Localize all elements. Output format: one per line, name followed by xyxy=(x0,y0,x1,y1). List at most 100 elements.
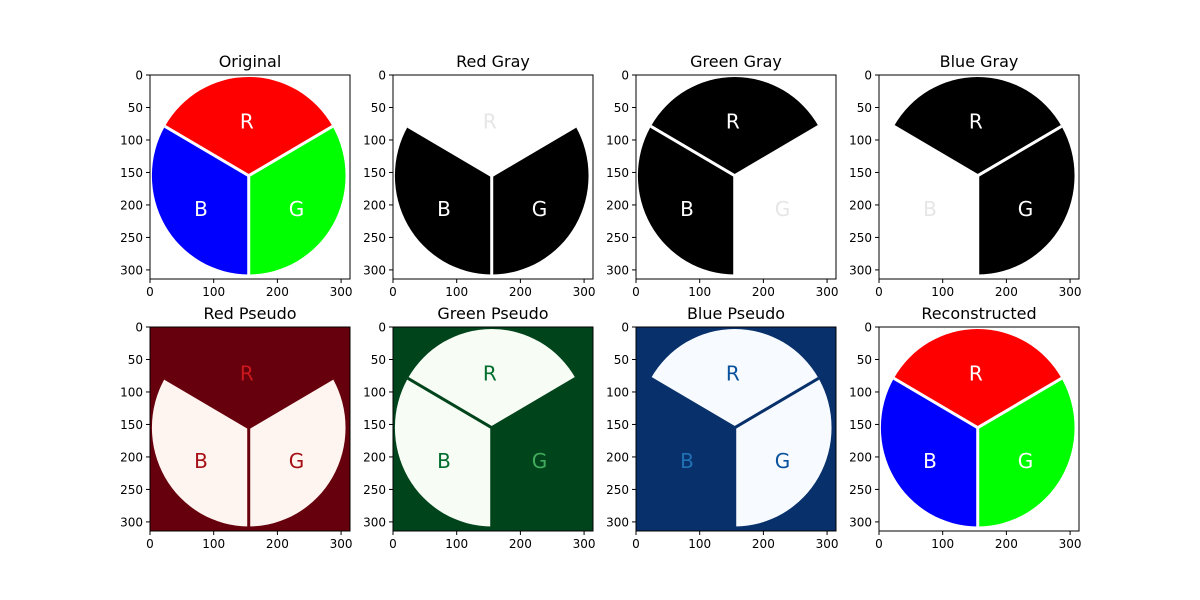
sector-green xyxy=(491,378,589,527)
sector-divider xyxy=(733,125,820,177)
letter-label-r: R xyxy=(726,361,740,385)
y-tick-label: 50 xyxy=(371,101,386,115)
letter-label-g: G xyxy=(775,197,791,221)
sector-blue xyxy=(880,378,978,527)
sector-blue xyxy=(637,378,735,527)
subplot-title: Green Pseudo xyxy=(437,304,548,323)
y-tick-label: 150 xyxy=(606,418,629,432)
letter-label-g: G xyxy=(532,449,548,473)
sector-green xyxy=(491,126,589,275)
sector-green xyxy=(248,378,346,527)
image-area: R G B xyxy=(879,75,1079,279)
y-tick-label: 100 xyxy=(849,385,872,399)
y-tick-label: 0 xyxy=(864,321,872,335)
axes-frame xyxy=(635,326,837,532)
y-tick-label: 100 xyxy=(120,385,143,399)
y-tick-label: 200 xyxy=(120,198,143,212)
y-tick-label: 0 xyxy=(621,321,629,335)
letter-label-b: B xyxy=(923,197,937,221)
y-tick-label: 200 xyxy=(363,450,386,464)
x-tick-label: 0 xyxy=(389,537,397,551)
y-tick-label: 300 xyxy=(849,515,872,529)
sector-divider xyxy=(490,377,577,429)
y-tick-label: 0 xyxy=(864,69,872,83)
letter-label-r: R xyxy=(969,109,983,133)
sector-divider xyxy=(650,125,736,177)
y-tick-label: 100 xyxy=(363,385,386,399)
sector-red xyxy=(164,328,333,428)
letter-label-g: G xyxy=(289,197,305,221)
subplot-title: Reconstructed xyxy=(921,304,1036,323)
y-tick-label: 300 xyxy=(120,515,143,529)
axes-frame xyxy=(878,74,1080,280)
y-tick-label: 150 xyxy=(849,166,872,180)
axes-frame xyxy=(149,74,351,280)
y-tick-label: 200 xyxy=(120,450,143,464)
sector-divider xyxy=(407,125,493,177)
sector-green xyxy=(734,378,832,527)
x-tick-label: 200 xyxy=(752,537,775,551)
y-tick-label: 300 xyxy=(363,515,386,529)
x-tick-label: 300 xyxy=(1059,285,1082,299)
letter-label-b: B xyxy=(680,449,694,473)
subplot-title: Green Gray xyxy=(690,52,782,71)
image-area: R G B xyxy=(150,327,350,531)
image-area: R G B xyxy=(636,75,836,279)
y-tick-label: 250 xyxy=(120,483,143,497)
y-tick-label: 50 xyxy=(614,353,629,367)
x-tick-label: 100 xyxy=(202,285,225,299)
x-tick-label: 200 xyxy=(752,285,775,299)
letter-label-r: R xyxy=(726,109,740,133)
sector-green xyxy=(977,378,1075,527)
sector-divider xyxy=(247,125,334,177)
y-tick-label: 50 xyxy=(857,353,872,367)
y-tick-label: 300 xyxy=(120,263,143,277)
y-tick-label: 300 xyxy=(849,263,872,277)
x-tick-label: 0 xyxy=(632,285,640,299)
x-tick-label: 200 xyxy=(509,537,532,551)
y-tick-label: 250 xyxy=(363,231,386,245)
sector-blue xyxy=(637,126,735,275)
sector-blue xyxy=(151,378,249,527)
letter-label-g: G xyxy=(532,197,548,221)
y-tick-label: 50 xyxy=(857,101,872,115)
letter-label-r: R xyxy=(969,361,983,385)
sector-divider xyxy=(164,125,250,177)
y-tick-label: 300 xyxy=(606,263,629,277)
sector-divider xyxy=(976,125,1063,177)
x-tick-label: 300 xyxy=(573,285,596,299)
sector-divider xyxy=(976,377,1063,429)
x-tick-label: 0 xyxy=(875,285,883,299)
y-tick-label: 100 xyxy=(606,133,629,147)
letter-label-r: R xyxy=(240,109,254,133)
y-tick-label: 100 xyxy=(606,385,629,399)
sector-divider xyxy=(650,377,736,429)
sector-divider xyxy=(893,125,979,177)
subplot-title: Original xyxy=(219,52,282,71)
image-area: R G B xyxy=(393,75,593,279)
letter-label-b: B xyxy=(923,449,937,473)
y-tick-label: 250 xyxy=(849,483,872,497)
subplot-title: Blue Gray xyxy=(940,52,1019,71)
y-tick-label: 150 xyxy=(363,418,386,432)
sector-blue xyxy=(880,126,978,275)
y-tick-label: 100 xyxy=(120,133,143,147)
y-tick-label: 250 xyxy=(849,231,872,245)
axes-frame xyxy=(392,326,594,532)
image-area: R G B xyxy=(879,327,1079,531)
x-tick-label: 300 xyxy=(1059,537,1082,551)
letter-label-g: G xyxy=(775,449,791,473)
y-tick-label: 0 xyxy=(378,321,386,335)
sector-green xyxy=(248,126,346,275)
y-tick-label: 200 xyxy=(606,198,629,212)
x-tick-label: 0 xyxy=(875,537,883,551)
x-tick-label: 300 xyxy=(330,537,353,551)
x-tick-label: 200 xyxy=(266,285,289,299)
sector-blue xyxy=(151,126,249,275)
